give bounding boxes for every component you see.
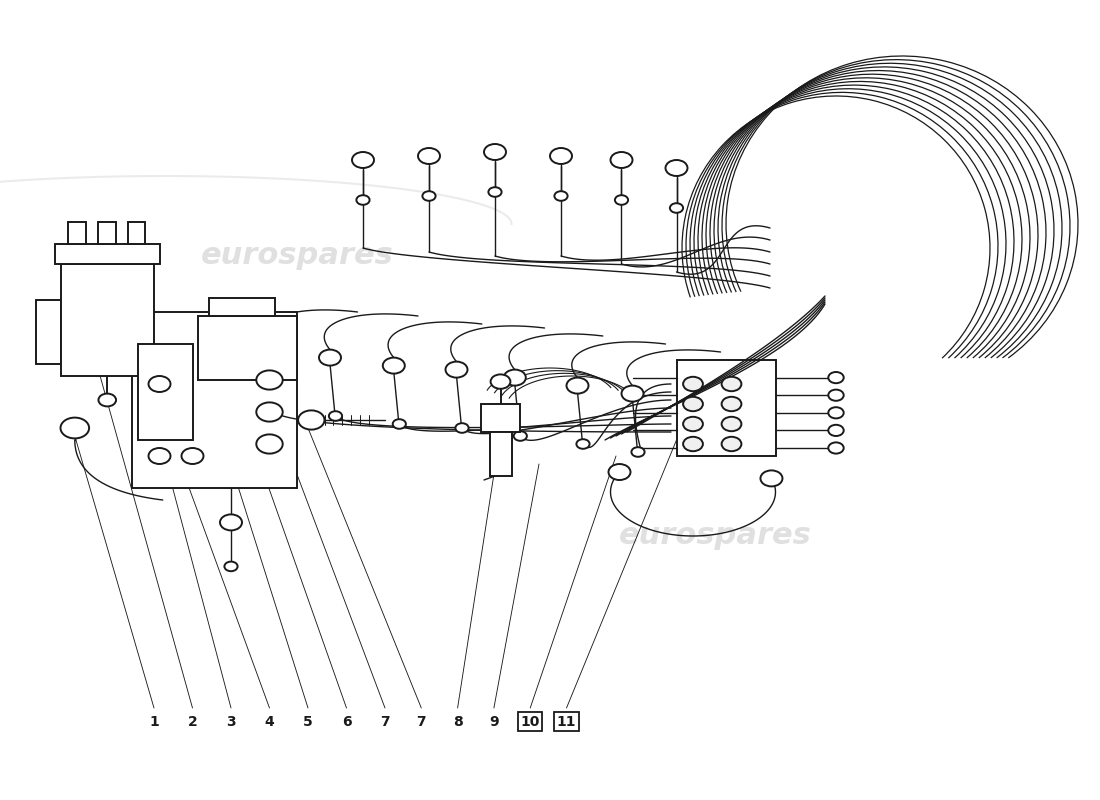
Bar [209,298,275,316]
Text: 10: 10 [520,714,540,729]
Circle shape [722,397,741,411]
Circle shape [828,372,844,383]
Circle shape [828,407,844,418]
Bar [98,222,116,244]
Bar [490,432,512,476]
Bar [55,244,160,264]
Circle shape [576,439,590,449]
Circle shape [722,417,741,431]
Text: eurospares: eurospares [618,522,812,550]
Bar [481,404,520,432]
Circle shape [484,144,506,160]
Circle shape [455,423,469,433]
Circle shape [683,437,703,451]
Circle shape [256,434,283,454]
Circle shape [683,377,703,391]
Circle shape [319,350,341,366]
Circle shape [683,417,703,431]
Circle shape [256,402,283,422]
Circle shape [722,377,741,391]
Text: 9: 9 [490,714,498,729]
Circle shape [504,370,526,386]
Circle shape [258,346,280,362]
Circle shape [488,187,502,197]
Circle shape [329,411,342,421]
Circle shape [722,437,741,451]
Text: 1: 1 [150,714,158,729]
Text: 5: 5 [304,714,312,729]
Circle shape [514,431,527,441]
Circle shape [828,390,844,401]
Circle shape [631,447,645,457]
Bar [138,344,192,440]
Bar [68,222,86,244]
Bar [36,300,60,364]
Circle shape [610,152,632,168]
Circle shape [99,394,117,406]
Circle shape [148,448,170,464]
Circle shape [666,160,688,176]
Circle shape [268,407,282,417]
Circle shape [182,448,204,464]
Text: 2: 2 [188,714,197,729]
Circle shape [224,562,238,571]
Circle shape [608,464,630,480]
Bar [132,312,297,488]
Circle shape [422,191,436,201]
Text: 11: 11 [557,714,576,729]
Text: 4: 4 [265,714,274,729]
Text: 3: 3 [227,714,235,729]
Circle shape [256,370,283,390]
Circle shape [670,203,683,213]
Bar [676,360,776,456]
Bar [198,316,297,380]
Circle shape [393,419,406,429]
Text: 8: 8 [453,714,462,729]
Circle shape [298,410,324,430]
Circle shape [383,358,405,374]
Text: 7: 7 [381,714,389,729]
Text: 7: 7 [417,714,426,729]
Circle shape [352,152,374,168]
Bar [128,222,145,244]
Circle shape [148,376,170,392]
Circle shape [446,362,468,378]
Circle shape [356,195,370,205]
Circle shape [621,386,643,402]
Circle shape [491,374,510,389]
Circle shape [220,514,242,530]
Circle shape [828,442,844,454]
Circle shape [566,378,588,394]
Circle shape [828,425,844,436]
Circle shape [760,470,782,486]
Circle shape [554,191,568,201]
Circle shape [418,148,440,164]
Text: 6: 6 [342,714,351,729]
Bar [60,264,154,376]
Circle shape [615,195,628,205]
Circle shape [550,148,572,164]
Circle shape [683,397,703,411]
Circle shape [60,418,89,438]
Text: eurospares: eurospares [200,242,394,270]
